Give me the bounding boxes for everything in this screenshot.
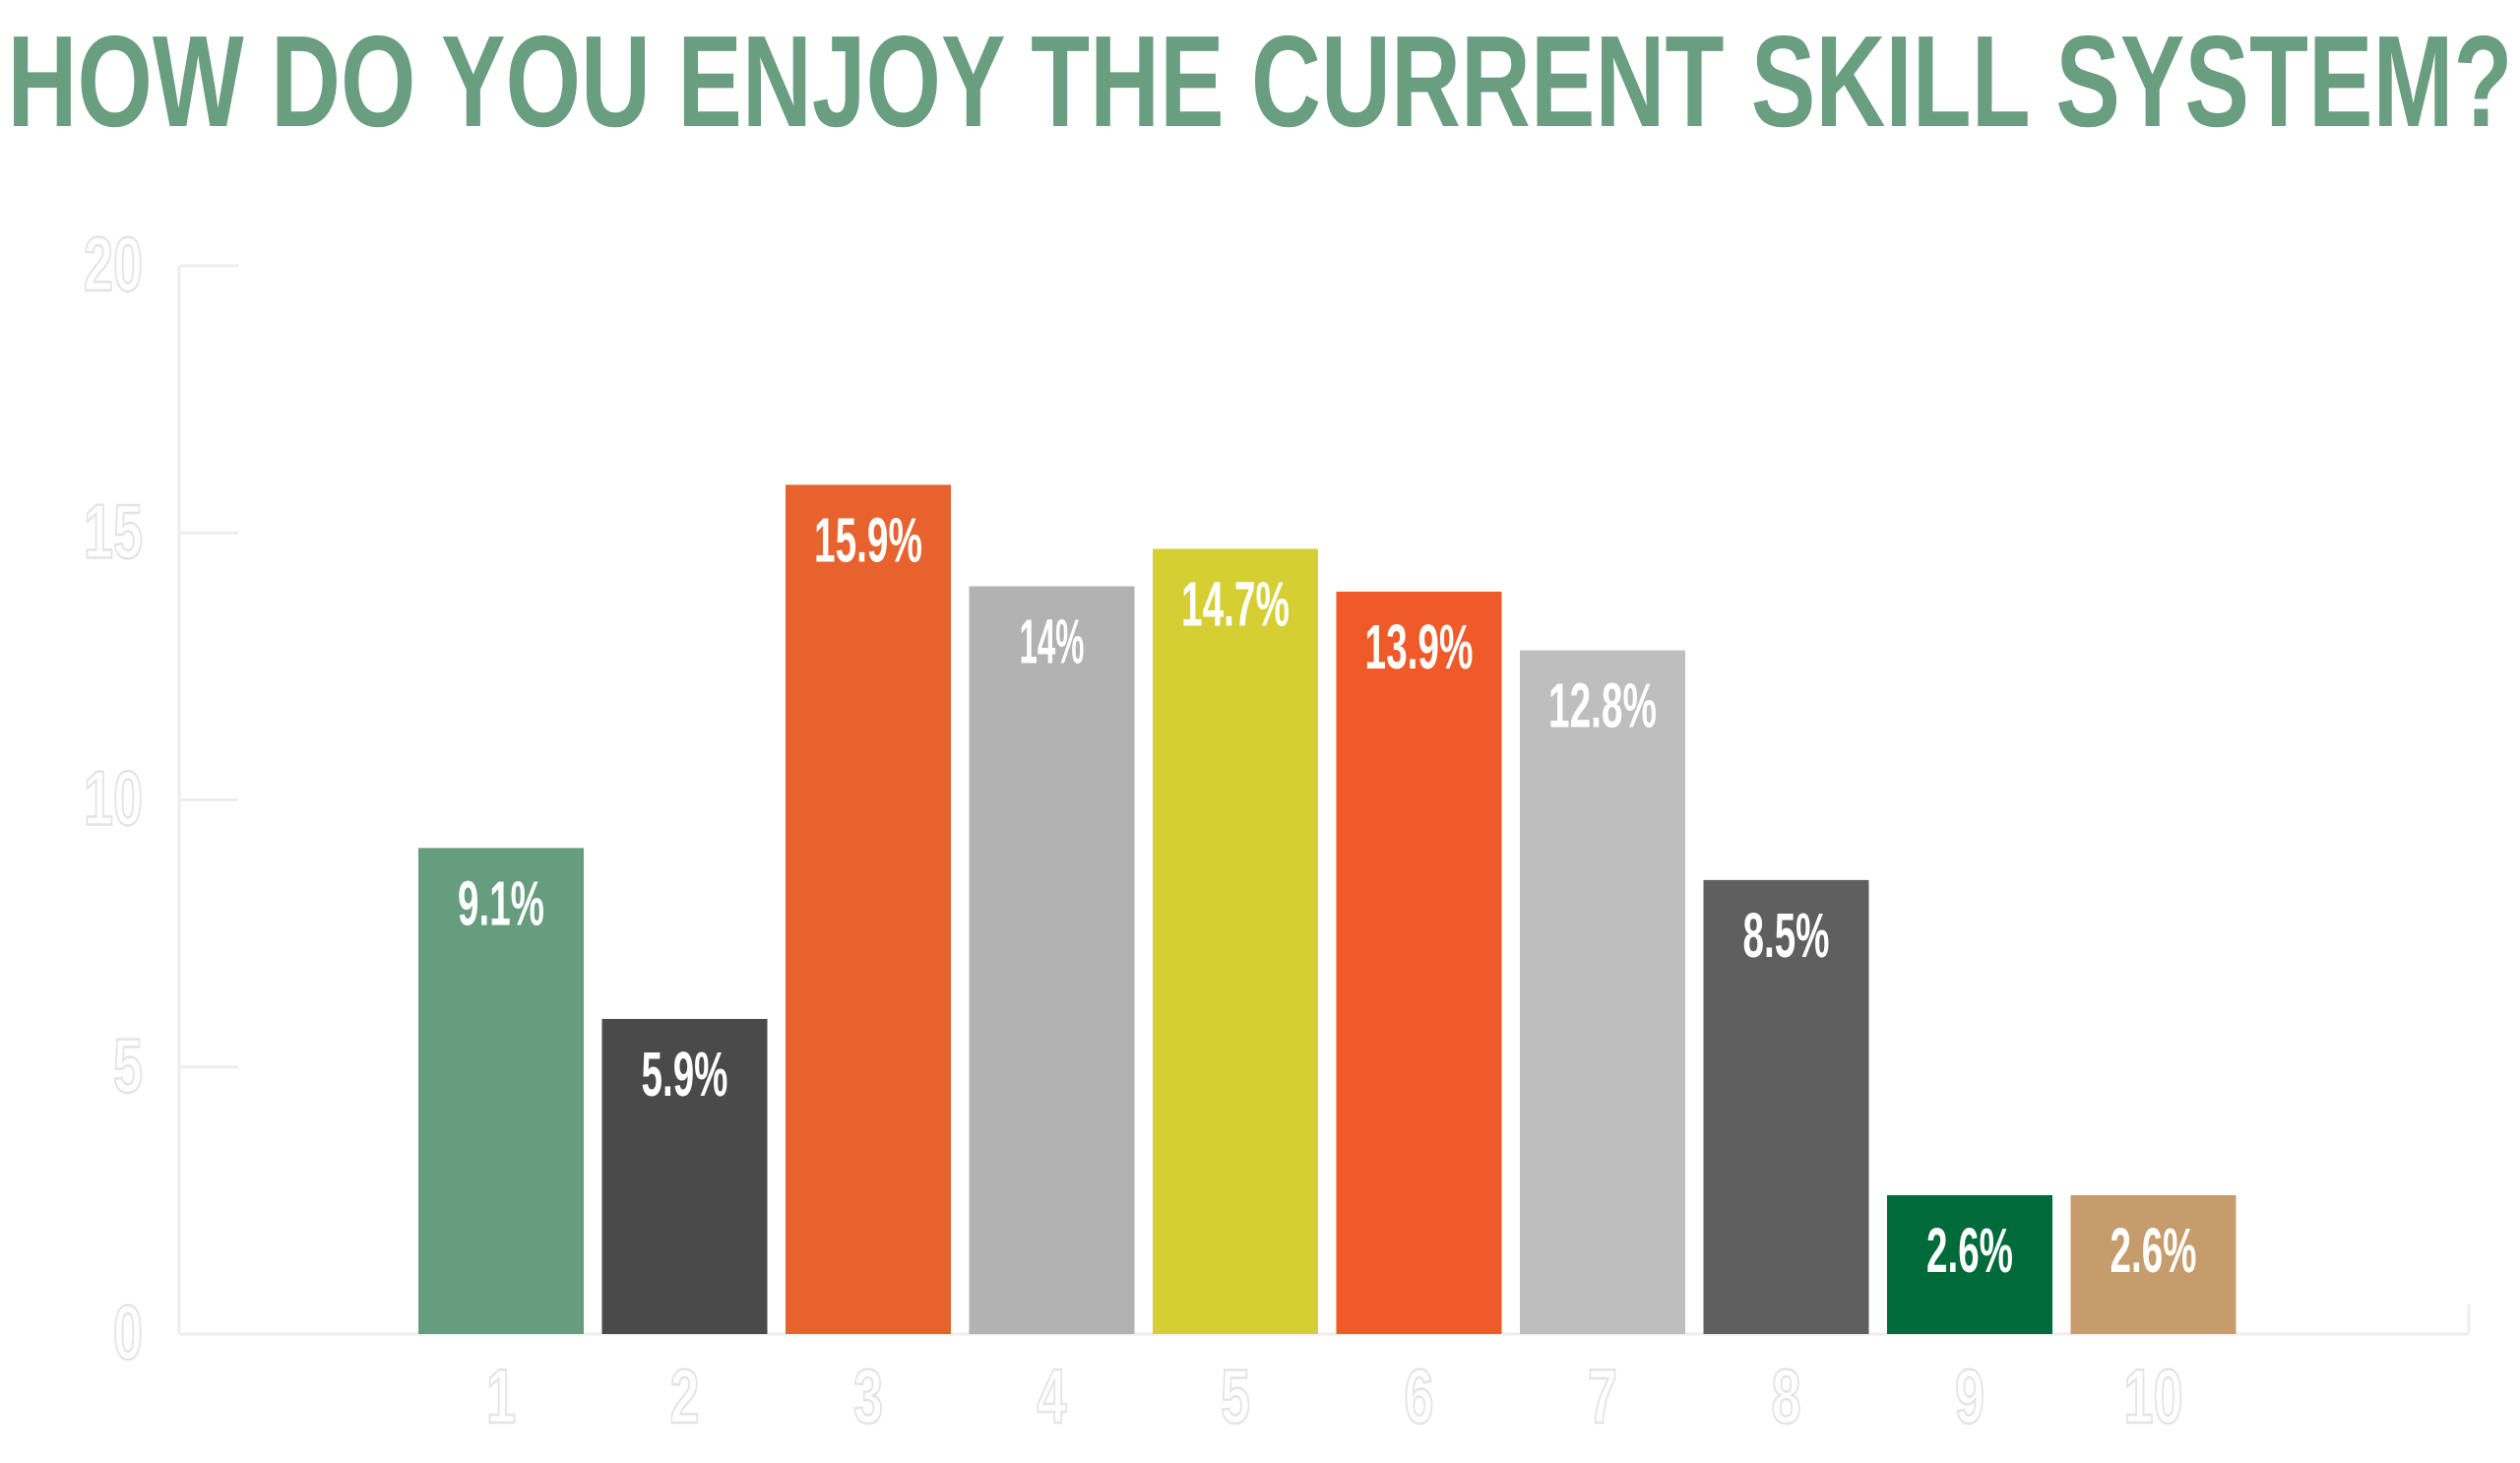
bar (1887, 1194, 2052, 1334)
y-tick-label: 20 (84, 221, 143, 307)
bar (1520, 650, 1685, 1334)
data-label: 13.9% (1365, 611, 1474, 682)
bar (2070, 1194, 2236, 1334)
data-label: 9.1% (458, 867, 544, 938)
data-label: 15.9% (814, 504, 922, 575)
chart-title: HOW DO YOU ENJOY THE CURRENT SKILL SYSTE… (8, 9, 2513, 154)
x-tick-label: 4 (1038, 1353, 1067, 1439)
tick-labels: 0 5 10 15 20 1 2 3 4 5 6 7 8 9 10 (83, 220, 2184, 1441)
x-tick-label: 3 (853, 1353, 883, 1439)
data-label: 14% (1020, 606, 1085, 677)
x-tick-label: 6 (1405, 1353, 1434, 1439)
data-label: 5.9% (642, 1039, 728, 1110)
bars (418, 484, 2236, 1334)
x-tick-label: 7 (1588, 1353, 1617, 1439)
data-label: 2.6% (2110, 1215, 2197, 1286)
data-label: 8.5% (1743, 900, 1830, 971)
y-tick-label: 5 (113, 1022, 143, 1109)
x-tick-label: 8 (1772, 1353, 1801, 1439)
y-tick-label: 10 (84, 755, 143, 842)
x-tick-label: 2 (670, 1353, 700, 1439)
y-tick-label: 0 (113, 1289, 143, 1375)
bar (1153, 548, 1318, 1334)
bar (601, 1018, 768, 1334)
bar (418, 848, 584, 1334)
bar (1703, 879, 1869, 1334)
data-label: 14.7% (1181, 569, 1290, 640)
x-tick-label: 10 (2124, 1353, 2183, 1439)
bar (969, 586, 1135, 1334)
data-label: 2.6% (1926, 1215, 2013, 1286)
data-label: 12.8% (1548, 670, 1657, 741)
x-tick-label: 9 (1955, 1353, 1984, 1439)
x-tick-label: 5 (1221, 1353, 1250, 1439)
bar (1336, 591, 1502, 1334)
x-tick-label: 1 (486, 1353, 516, 1439)
y-tick-label: 15 (84, 487, 143, 574)
bar (786, 484, 951, 1334)
data-labels: 9.1% 5.9% 15.9% 14% 14.7% 13.9% 12.8% 8.5% 2.6% 2… (458, 504, 2197, 1286)
